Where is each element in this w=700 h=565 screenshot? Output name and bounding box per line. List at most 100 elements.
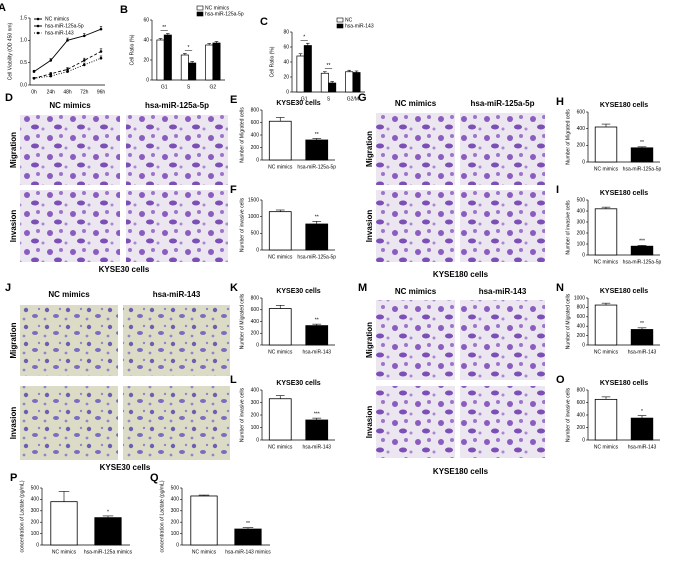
y-tick-label: 800 xyxy=(251,107,260,113)
y-tick-label: 400 xyxy=(577,412,586,418)
micrograph xyxy=(123,305,230,376)
y-axis-label: concentration of Lactate (pg/mL) xyxy=(19,480,25,552)
micrograph xyxy=(460,113,545,185)
micrograph xyxy=(126,115,228,185)
point xyxy=(49,74,53,78)
bar xyxy=(234,528,262,546)
y-tick-label: 500 xyxy=(31,485,40,491)
x-tick-label: hsa-miR-143 xyxy=(628,444,657,450)
caption: KYSE180 cells xyxy=(433,270,489,279)
y-axis-label: Number of Migrated cells xyxy=(239,107,245,163)
y-tick-label: 600 xyxy=(251,120,260,126)
y-tick-label: 20 xyxy=(143,57,149,63)
line xyxy=(33,57,102,79)
line xyxy=(33,51,102,79)
y-axis-label: Cell Ratio (%) xyxy=(269,46,275,77)
row-label: Invasion xyxy=(9,407,18,440)
row-label: Invasion xyxy=(365,210,374,243)
micrograph xyxy=(460,386,545,458)
significance: * xyxy=(107,509,109,515)
y-tick-label: 1500 xyxy=(248,197,259,203)
significance: *** xyxy=(314,411,320,417)
y-tick-label: 600 xyxy=(577,400,586,406)
point xyxy=(66,70,69,73)
bar xyxy=(94,517,122,546)
bar xyxy=(268,211,292,251)
bar xyxy=(630,245,654,256)
point xyxy=(82,59,86,62)
bar xyxy=(630,417,654,441)
bar xyxy=(352,72,361,93)
x-tick-label: 0h xyxy=(31,89,37,95)
x-tick-label: hsa-miR-143 xyxy=(302,444,331,450)
micrograph xyxy=(376,300,455,380)
y-tick-label: 40 xyxy=(143,37,149,43)
y-axis-label: concentration of Lactate (pg/mL) xyxy=(159,480,165,552)
legend-label: hsa-miR-143 xyxy=(45,30,74,36)
x-tick-label: hsa-miR-143 xyxy=(628,349,657,355)
panel-letter: E xyxy=(230,94,237,106)
y-tick-label: 300 xyxy=(171,508,180,514)
micrograph xyxy=(20,386,118,460)
y-tick-label: 0 xyxy=(286,89,289,95)
y-tick-label: 40 xyxy=(283,59,289,65)
y-axis-label: Number of invasive cells xyxy=(565,387,571,442)
panel-letter: Q xyxy=(150,472,159,484)
column-label: NC mimics xyxy=(395,287,437,296)
chart-title: KYSE30 cells xyxy=(276,288,320,295)
significance: ** xyxy=(315,132,319,138)
x-tick-label: hsa-miR-125a-5p xyxy=(623,166,662,172)
bar xyxy=(305,139,329,161)
y-tick-label: 0 xyxy=(256,247,259,253)
significance: ** xyxy=(640,321,644,327)
y-tick-label: 200 xyxy=(577,425,586,431)
legend-label: hsa-miR-125a-5p xyxy=(205,11,244,17)
y-axis-label: Number of Migrated cells xyxy=(565,293,571,349)
caption: KYSE180 cells xyxy=(433,467,489,476)
panel-letter: O xyxy=(556,374,565,386)
y-tick-label: 200 xyxy=(577,333,586,339)
panel-letter: J xyxy=(5,282,11,294)
y-tick-label: 0 xyxy=(176,542,179,548)
y-tick-label: 0 xyxy=(256,437,259,443)
bar xyxy=(630,329,654,346)
x-tick-label: G2 xyxy=(209,84,216,90)
panel-letter: N xyxy=(556,282,564,294)
y-tick-label: 0.0 xyxy=(20,82,27,88)
y-tick-label: 200 xyxy=(251,145,260,151)
micrograph xyxy=(376,190,455,262)
y-axis-label: Number of invasive cells xyxy=(565,200,571,255)
bar xyxy=(205,44,214,81)
micrograph xyxy=(460,300,545,380)
x-tick-label: hsa-miR-143 mimics xyxy=(225,549,271,555)
point xyxy=(99,56,103,60)
significance: * xyxy=(303,35,305,41)
bar xyxy=(180,54,189,81)
column-label: NC mimics xyxy=(49,101,91,110)
significance: ** xyxy=(162,25,166,31)
x-tick-label: NC mimics xyxy=(594,166,619,172)
panel-letter: D xyxy=(5,92,13,104)
point xyxy=(49,59,53,62)
micrograph xyxy=(20,190,120,262)
bar xyxy=(594,208,618,256)
x-tick-label: S xyxy=(187,84,191,90)
chart-title: KYSE30 cells xyxy=(276,380,320,387)
x-tick-label: hsa-miR-143 xyxy=(302,349,331,355)
bar xyxy=(305,419,329,441)
bar xyxy=(268,398,292,441)
x-tick-label: NC mimics xyxy=(192,549,217,555)
legend-marker xyxy=(36,24,40,28)
x-tick-label: NC mimics xyxy=(268,349,293,355)
y-axis-label: Number of Migrated cells xyxy=(565,109,571,165)
bar xyxy=(305,223,329,251)
row-label: Invasion xyxy=(365,406,374,439)
y-tick-label: 60 xyxy=(283,44,289,50)
panel-letter: I xyxy=(556,184,559,196)
bar xyxy=(320,72,329,93)
y-tick-label: 80 xyxy=(283,29,289,35)
y-tick-label: 600 xyxy=(577,109,586,115)
row-label: Migration xyxy=(365,322,374,358)
x-tick-label: G1 xyxy=(161,84,168,90)
